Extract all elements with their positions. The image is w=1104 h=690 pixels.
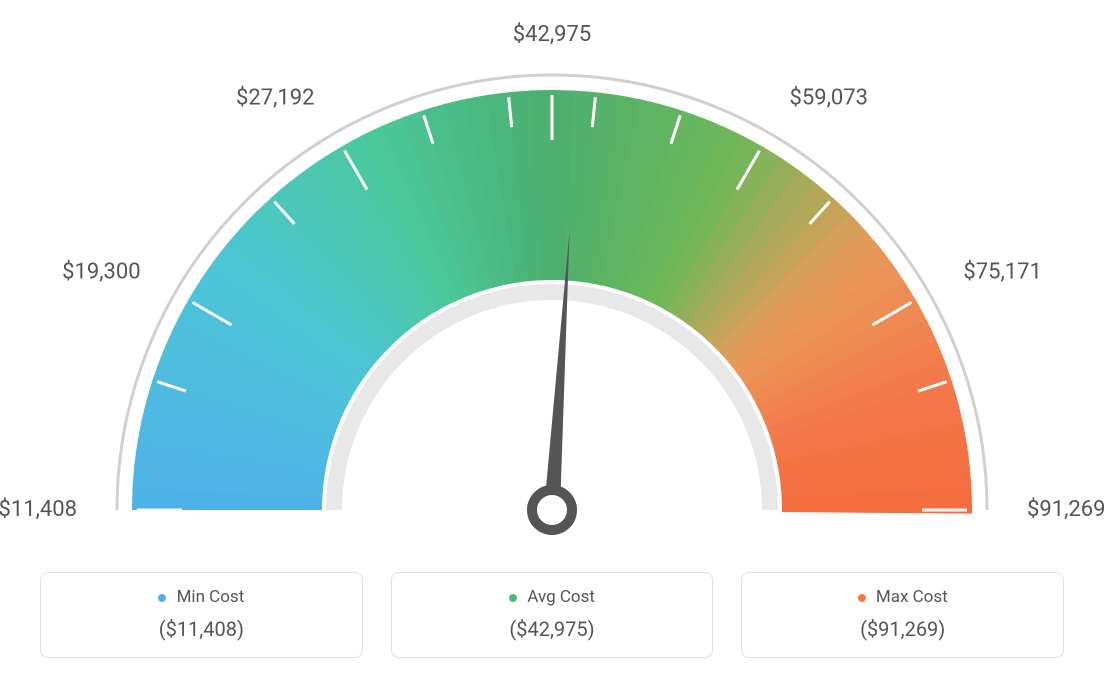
avg-cost-value: ($42,975) (402, 617, 703, 641)
min-cost-header: Min Cost (51, 587, 352, 607)
max-cost-value: ($91,269) (752, 617, 1053, 641)
svg-text:$19,300: $19,300 (62, 260, 141, 285)
avg-cost-header: Avg Cost (402, 587, 703, 607)
min-cost-card: Min Cost ($11,408) (40, 572, 363, 658)
max-cost-dot (858, 594, 866, 602)
avg-cost-dot (509, 594, 517, 602)
gauge-area: $11,408 $19,300 $27,192 $42,975 $59,073 $75,1… (0, 0, 1104, 560)
svg-text:$91,269: $91,269 (1027, 497, 1104, 522)
avg-cost-card: Avg Cost ($42,975) (391, 572, 714, 658)
min-cost-dot (158, 594, 166, 602)
min-cost-label: Min Cost (177, 587, 245, 607)
max-cost-label: Max Cost (876, 587, 948, 607)
avg-cost-label: Avg Cost (527, 587, 595, 607)
root: $11,408 $19,300 $27,192 $42,975 $59,073 $75,1… (0, 0, 1104, 690)
max-cost-card: Max Cost ($91,269) (741, 572, 1064, 658)
summary-cards-row: Min Cost ($11,408) Avg Cost ($42,975) Ma… (0, 572, 1104, 658)
svg-text:$42,975: $42,975 (513, 22, 592, 47)
svg-text:$11,408: $11,408 (0, 497, 77, 522)
min-cost-value: ($11,408) (51, 617, 352, 641)
cost-gauge: $11,408 $19,300 $27,192 $42,975 $59,073 $75,1… (0, 0, 1104, 560)
svg-text:$59,073: $59,073 (790, 86, 869, 111)
svg-text:$27,192: $27,192 (236, 86, 315, 111)
svg-text:$75,171: $75,171 (963, 260, 1042, 285)
max-cost-header: Max Cost (752, 587, 1053, 607)
